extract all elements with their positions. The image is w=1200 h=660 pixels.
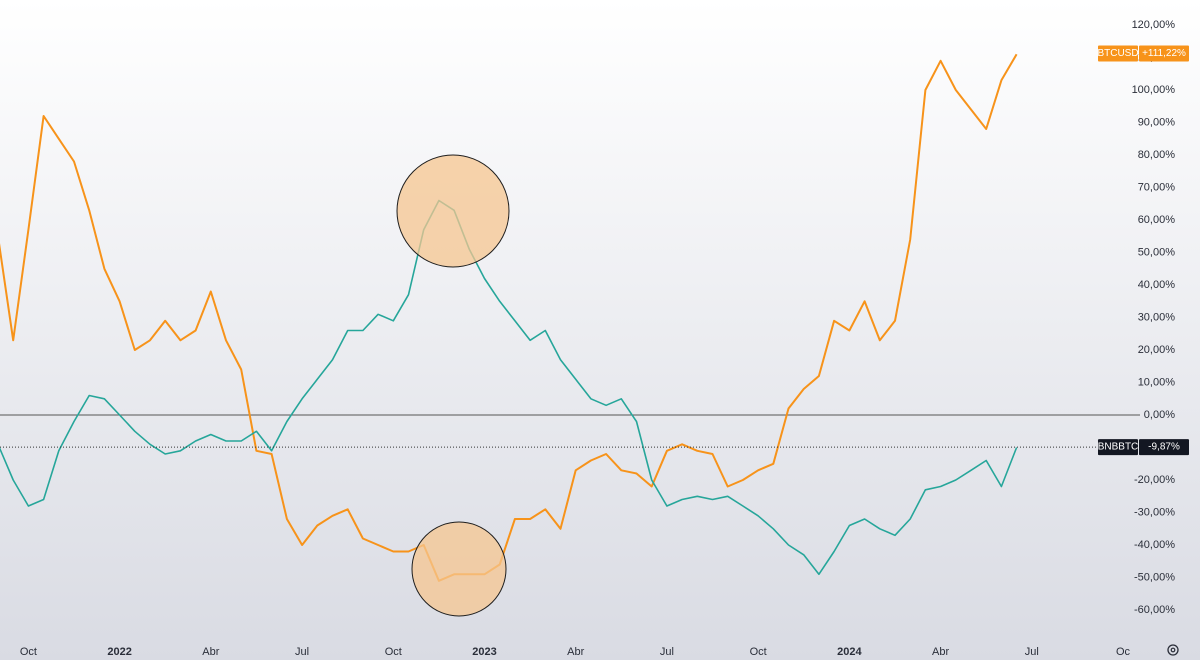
last-value-badge bbox=[1139, 45, 1189, 62]
plot-area bbox=[0, 53, 1140, 582]
last-value-badge bbox=[1139, 439, 1189, 456]
y-tick-label: -40,00% bbox=[1134, 539, 1175, 551]
y-tick-label: 100,00% bbox=[1132, 84, 1176, 96]
y-tick-label: 20,00% bbox=[1138, 344, 1176, 356]
x-tick-label: Abr bbox=[932, 646, 949, 658]
series-name-badge bbox=[1098, 45, 1138, 62]
y-tick-label: 120,00% bbox=[1132, 19, 1176, 31]
y-tick-label: 90,00% bbox=[1138, 116, 1176, 128]
series-name-badge bbox=[1098, 439, 1138, 456]
highlight-circle bbox=[396, 154, 510, 268]
y-tick-label: 40,00% bbox=[1138, 279, 1176, 291]
x-tick-label: Jul bbox=[1025, 646, 1039, 658]
y-tick-label: -30,00% bbox=[1134, 506, 1175, 518]
y-tick-label: 30,00% bbox=[1138, 311, 1176, 323]
y-tick-label: 10,00% bbox=[1138, 376, 1176, 388]
y-tick-label: 60,00% bbox=[1138, 214, 1176, 226]
last-value-label: +111,22% bbox=[1142, 48, 1186, 59]
x-tick-label: 2023 bbox=[472, 646, 496, 658]
last-value-label: -9,87% bbox=[1148, 442, 1180, 453]
series-line bbox=[0, 53, 1018, 582]
x-tick-label: Abr bbox=[202, 646, 219, 658]
x-tick-label: Jul bbox=[295, 646, 309, 658]
axes: 120,00%110,00%100,00%90,00%80,00%70,00%6… bbox=[20, 19, 1189, 658]
legend-label: BTCUSD bbox=[1097, 48, 1138, 59]
y-tick-label: 0,00% bbox=[1144, 409, 1175, 421]
x-tick-label: Oct bbox=[750, 646, 767, 658]
settings-icon[interactable] bbox=[1167, 644, 1179, 656]
x-tick-label: 2022 bbox=[107, 646, 131, 658]
x-tick-label: Oct bbox=[20, 646, 37, 658]
y-tick-label: 80,00% bbox=[1138, 149, 1176, 161]
x-tick-label: Oc bbox=[1116, 646, 1131, 658]
y-tick-label: 70,00% bbox=[1138, 181, 1176, 193]
legend-label: BNBBTC bbox=[1098, 442, 1139, 453]
x-tick-label: Oct bbox=[385, 646, 402, 658]
y-tick-label: 50,00% bbox=[1138, 246, 1176, 258]
y-tick-label: -20,00% bbox=[1134, 474, 1175, 486]
x-tick-label: Jul bbox=[660, 646, 674, 658]
y-tick-label: -50,00% bbox=[1134, 571, 1175, 583]
series-line bbox=[0, 199, 1018, 576]
highlight-circle bbox=[411, 521, 507, 617]
x-tick-label: Abr bbox=[567, 646, 584, 658]
y-tick-label: -60,00% bbox=[1134, 604, 1175, 616]
x-tick-label: 2024 bbox=[837, 646, 862, 658]
